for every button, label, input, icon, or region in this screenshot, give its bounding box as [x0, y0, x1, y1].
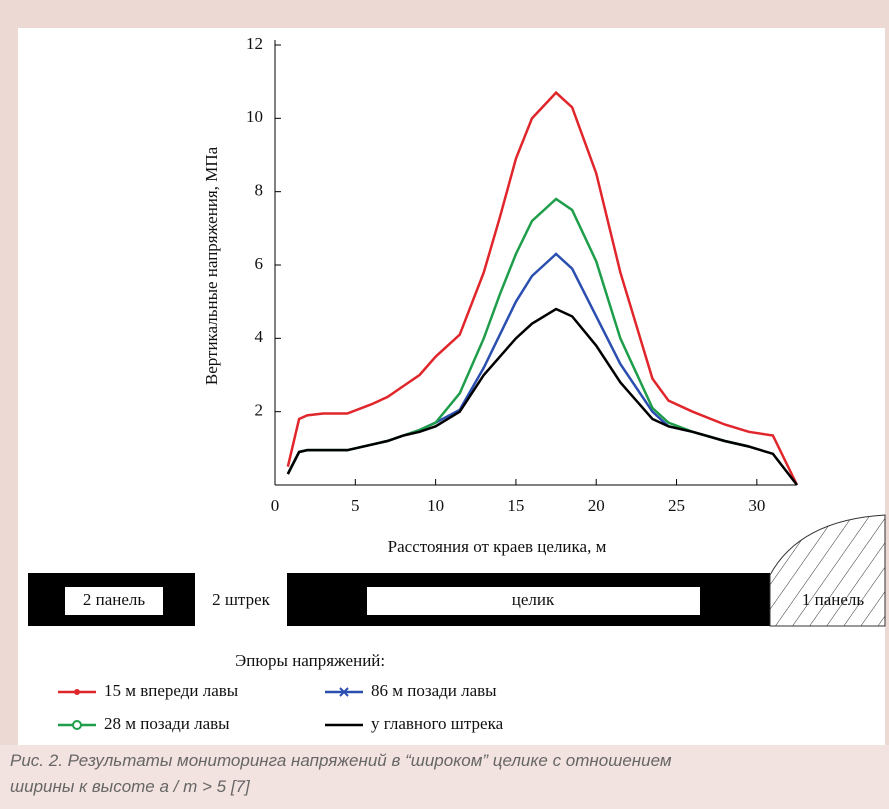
chart: Расстояния от краев целика, м Вертикальн…: [28, 34, 886, 733]
series-line: [286, 252, 750, 475]
x-tick-label: 20: [588, 496, 605, 515]
caption-line: ширины к высоте a / m > 5 [7]: [10, 777, 250, 796]
y-axis-label: Вертикальные напряжения, МПа: [202, 146, 221, 385]
legend-label: 15 м впереди лавы: [104, 681, 239, 700]
x-tick-label: 10: [427, 496, 444, 515]
legend-marker: [72, 720, 82, 730]
y-tick-label: 8: [255, 181, 264, 200]
x-tick-label: 5: [351, 496, 360, 515]
pillar-box: [367, 587, 700, 615]
caption-line: Рис. 2. Результаты мониторинга напряжени…: [10, 751, 672, 770]
y-tick-label: 10: [246, 107, 263, 126]
legend-label: у главного штрека: [371, 714, 504, 733]
x-tick-label: 0: [271, 496, 280, 515]
legend-marker: [74, 689, 80, 695]
x-tick-label: 25: [668, 496, 685, 515]
legend-label: 28 м позади лавы: [104, 714, 230, 733]
diagram-label: целик: [512, 590, 555, 609]
caption: Рис. 2. Результаты мониторинга напряжени…: [0, 745, 889, 809]
x-tick-label: 30: [748, 496, 765, 515]
goaf: [769, 514, 886, 627]
y-tick-label: 12: [246, 34, 263, 53]
y-tick-label: 6: [255, 254, 264, 273]
diagram-label: 2 панель: [83, 590, 146, 609]
drift-box: [195, 573, 287, 626]
x-axis-label: Расстояния от краев целика, м: [388, 537, 607, 556]
legend-label: 86 м позади лавы: [371, 681, 497, 700]
panel-box: [65, 587, 163, 615]
legend-marker: [339, 687, 349, 697]
series-line: [286, 90, 799, 486]
diagram-label: 1 панель: [802, 590, 865, 609]
diagram-label: 2 штрек: [212, 590, 271, 609]
series-line: [286, 307, 798, 486]
y-tick-label: 4: [255, 327, 264, 346]
legend-title: Эпюры напряжений:: [235, 651, 385, 670]
y-tick-label: 2: [255, 401, 264, 420]
x-tick-label: 15: [507, 496, 524, 515]
